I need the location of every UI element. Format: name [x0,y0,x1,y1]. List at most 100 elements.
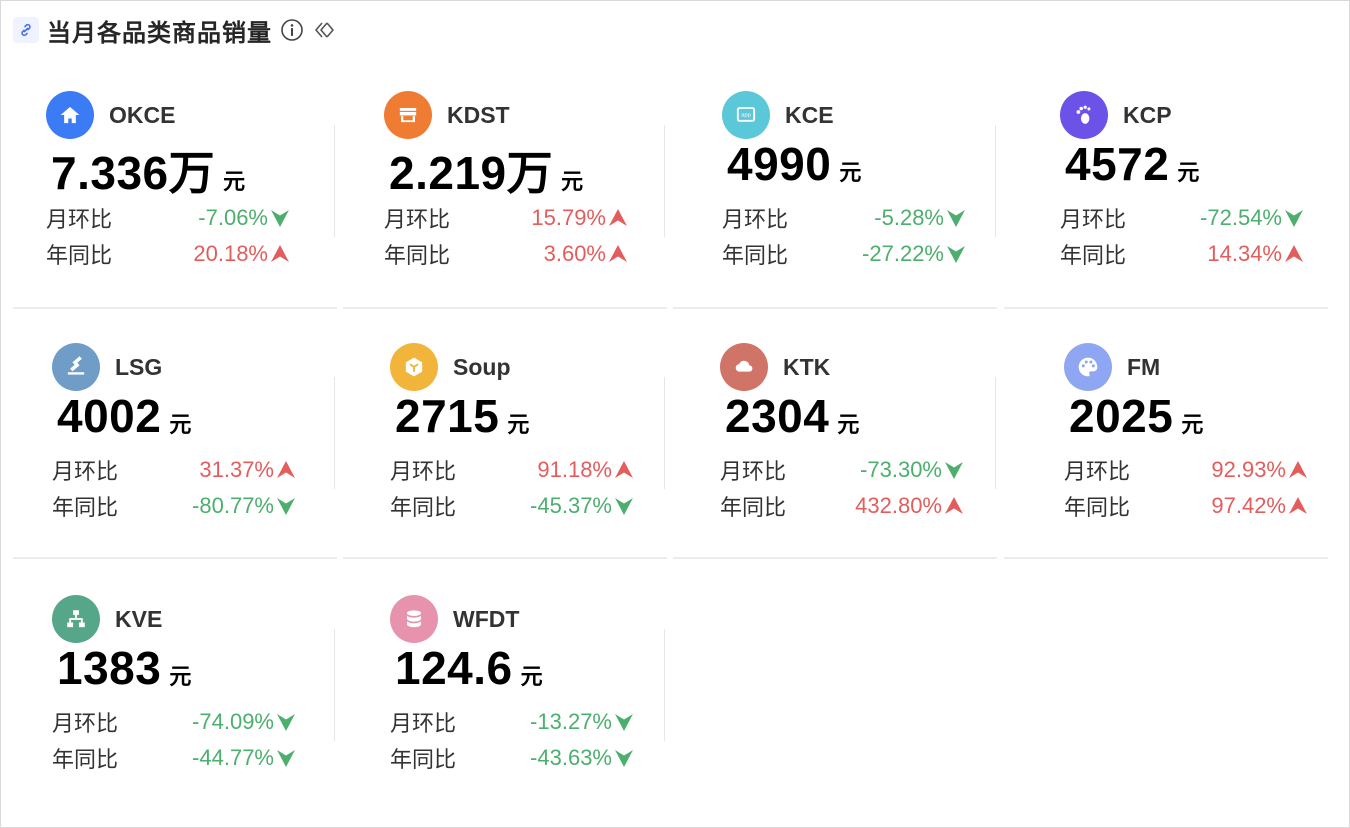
mom-value: 31.37% [199,457,296,483]
yoy-value: -43.63% [530,745,634,771]
storefront-icon [384,91,432,139]
arrow-up-icon [1284,244,1304,264]
month-over-month-row: 月环比 -7.06% [46,203,290,233]
mom-value: -5.28% [874,205,966,231]
card-header: KTK [720,343,830,391]
card-header: app KCE [722,91,834,139]
percent-text: 3.60% [543,241,606,266]
column-divider [334,125,335,237]
yoy-label: 年同比 [1064,496,1131,521]
row-divider [13,557,337,559]
category-card-wfdt[interactable]: WFDT 124.6 元月环比 -13.27% 年同比 -43.63% [343,569,665,809]
currency-unit: 元 [1181,413,1204,438]
arrow-up-icon [944,496,964,516]
sales-value: 4002 [57,390,162,442]
category-card-lsg[interactable]: LSG 4002 元月环比 31.37% 年同比 -80.77% [13,317,335,557]
sales-value-row: 2025 元 [1069,389,1203,443]
sales-value: 1383 [57,642,162,694]
info-icon[interactable] [280,18,304,42]
arrow-down-icon [614,496,634,516]
widget-title: 当月各品类商品销量 [47,18,272,47]
palette-icon [1064,343,1112,391]
percent-text: 31.37% [199,457,274,482]
arrow-up-icon [276,460,296,480]
currency-unit: 元 [561,170,584,195]
mom-label: 月环比 [52,712,119,737]
month-over-month-row: 月环比 -72.54% [1060,203,1304,233]
unlink-icon[interactable] [314,20,340,40]
category-card-kve[interactable]: KVE 1383 元月环比 -74.09% 年同比 -44.77% [13,569,335,809]
category-card-ktk[interactable]: KTK 2304 元月环比 -73.30% 年同比 432.80% [673,317,995,557]
yoy-value: 14.34% [1207,241,1304,267]
card-header: FM [1064,343,1160,391]
yoy-label: 年同比 [390,496,457,521]
column-divider [664,629,665,741]
percent-text: 91.18% [537,457,612,482]
year-over-year-row: 年同比 14.34% [1060,239,1304,269]
yoy-value: -80.77% [192,493,296,519]
mom-value: -72.54% [1200,205,1304,231]
category-name: FM [1127,353,1161,380]
yoy-value: 432.80% [855,493,964,519]
sales-value-row: 4990 元 [727,137,861,191]
currency-unit: 元 [169,665,192,690]
arrow-down-icon [276,748,296,768]
year-over-year-row: 年同比 97.42% [1064,491,1308,521]
yoy-value: 97.42% [1211,493,1308,519]
mom-value: 91.18% [537,457,634,483]
svg-text:app: app [741,113,751,119]
arrow-down-icon [276,712,296,732]
sales-value: 4572 [1065,138,1170,190]
category-name: KTK [783,353,831,380]
percent-text: 20.18% [193,241,268,266]
category-card-kce[interactable]: app KCE 4990 元月环比 -5.28% 年同比 -27.22% [673,65,995,305]
category-card-fm[interactable]: FM 2025 元月环比 92.93% 年同比 97.42% [1004,317,1326,557]
arrow-down-icon [946,208,966,228]
arrow-down-icon [946,244,966,264]
percent-text: 97.42% [1211,493,1286,518]
percent-text: -43.63% [530,745,612,770]
category-card-kdst[interactable]: KDST 2.219万元月环比 15.79% 年同比 3.60% [343,65,665,305]
percent-text: -80.77% [192,493,274,518]
category-name: KVE [115,605,163,632]
percent-text: -45.37% [530,493,612,518]
arrow-down-icon [944,460,964,480]
category-name: KCE [785,101,834,128]
mom-label: 月环比 [1064,460,1131,485]
row-divider [13,307,337,309]
mom-label: 月环比 [46,208,113,233]
percent-text: -44.77% [192,745,274,770]
percent-text: -13.27% [530,709,612,734]
database-icon [390,595,438,643]
month-over-month-row: 月环比 -13.27% [390,707,634,737]
mom-label: 月环比 [52,460,119,485]
percent-text: 15.79% [531,205,606,230]
month-over-month-row: 月环比 92.93% [1064,455,1308,485]
yoy-label: 年同比 [384,244,451,269]
year-over-year-row: 年同比 -27.22% [722,239,966,269]
percent-text: 92.93% [1211,457,1286,482]
category-name: WFDT [453,605,520,632]
category-card-okce[interactable]: OKCE 7.336万元月环比 -7.06% 年同比 20.18% [13,65,335,305]
column-divider [995,377,996,489]
column-divider [995,125,996,237]
category-card-soup[interactable]: Soup 2715 元月环比 91.18% 年同比 -45.37% [343,317,665,557]
mom-label: 月环比 [390,712,457,737]
widget-header: 当月各品类商品销量 [13,13,340,47]
yoy-label: 年同比 [390,748,457,773]
mom-label: 月环比 [1060,208,1127,233]
column-divider [664,125,665,237]
sales-value-row: 7.336万元 [51,137,245,203]
link-icon[interactable] [13,17,39,43]
sales-value: 124.6 [395,642,513,694]
hierarchy-icon [52,595,100,643]
category-card-kcp[interactable]: KCP 4572 元月环比 -72.54% 年同比 14.34% [1004,65,1326,305]
yoy-value: 3.60% [544,241,628,267]
footprint-icon [1060,91,1108,139]
month-over-month-row: 月环比 -74.09% [52,707,296,737]
month-over-month-row: 月环比 15.79% [384,203,628,233]
currency-unit: 元 [223,170,246,195]
sales-value-row: 1383 元 [57,641,191,695]
arrow-up-icon [614,460,634,480]
